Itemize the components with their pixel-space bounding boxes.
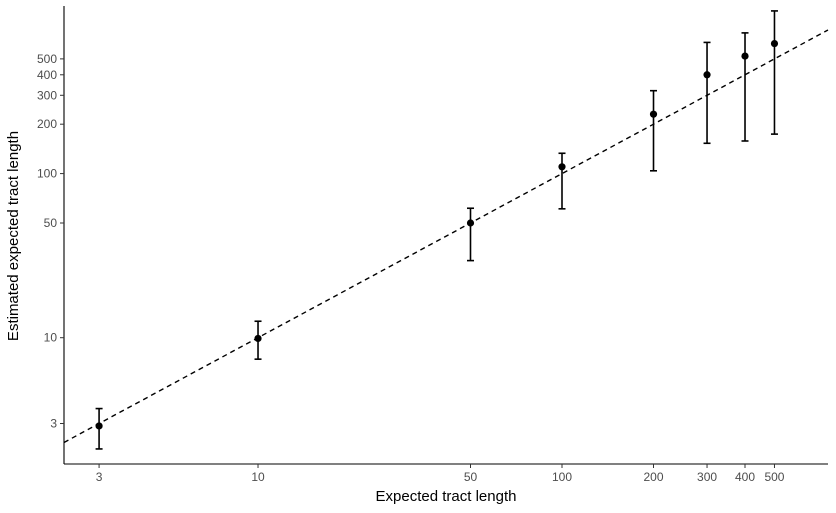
data-point-5 — [703, 71, 711, 79]
data-point-7 — [770, 39, 779, 48]
y-tick-label-200: 200 — [37, 117, 57, 131]
error-bar-3 — [558, 152, 566, 210]
x-tick-label-300: 300 — [697, 470, 717, 484]
y-tick-label-500: 500 — [37, 52, 57, 66]
x-tick-label-50: 50 — [464, 470, 478, 484]
error-bar-6 — [741, 32, 749, 142]
x-tick-label-500: 500 — [764, 470, 784, 484]
y-tick-label-300: 300 — [37, 88, 57, 102]
x-tick-label-200: 200 — [643, 470, 663, 484]
y-axis-title: Estimated expected tract length — [5, 131, 22, 341]
error-bar-4 — [650, 89, 658, 172]
error-bar-layer — [95, 10, 778, 450]
axis-layer: 3 10 50 100 200 300 400 500 3 10 50 100 200 300 400 500 — [37, 6, 828, 484]
x-tick-label-10: 10 — [251, 470, 265, 484]
error-bar-7 — [770, 10, 778, 135]
point-layer — [95, 39, 779, 430]
error-bar-5 — [703, 41, 711, 145]
error-bar-2 — [466, 207, 474, 262]
y-tick-label-10: 10 — [44, 331, 58, 345]
data-point-3 — [558, 163, 566, 171]
reference-line — [63, 29, 829, 444]
x-tick-label-400: 400 — [735, 470, 755, 484]
x-tick-label-3: 3 — [96, 470, 103, 484]
y-tick-label-100: 100 — [37, 167, 57, 181]
reference-line-layer — [63, 29, 829, 444]
data-point-1 — [254, 334, 262, 343]
data-point-0 — [95, 422, 103, 430]
x-tick-label-100: 100 — [552, 470, 572, 484]
y-tick-label-3: 3 — [50, 417, 57, 431]
y-tick-label-50: 50 — [44, 216, 58, 230]
data-point-6 — [741, 52, 749, 60]
y-tick-label-400: 400 — [37, 68, 57, 82]
data-point-2 — [466, 219, 475, 227]
x-axis-title: Expected tract length — [376, 488, 517, 505]
data-point-4 — [649, 110, 658, 118]
